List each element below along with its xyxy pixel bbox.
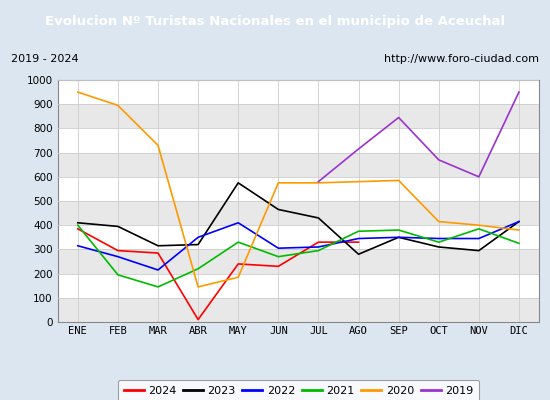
Bar bbox=[58, 153, 539, 177]
Text: http://www.foro-ciudad.com: http://www.foro-ciudad.com bbox=[384, 54, 539, 64]
Text: 2019 - 2024: 2019 - 2024 bbox=[11, 54, 79, 64]
Bar bbox=[58, 225, 539, 250]
Bar bbox=[58, 201, 539, 225]
Bar bbox=[58, 298, 539, 322]
Bar bbox=[58, 128, 539, 152]
Bar bbox=[58, 274, 539, 298]
Text: Evolucion Nº Turistas Nacionales en el municipio de Aceuchal: Evolucion Nº Turistas Nacionales en el m… bbox=[45, 14, 505, 28]
Legend: 2024, 2023, 2022, 2021, 2020, 2019: 2024, 2023, 2022, 2021, 2020, 2019 bbox=[118, 380, 479, 400]
Bar bbox=[58, 80, 539, 104]
Bar bbox=[58, 177, 539, 201]
Bar bbox=[58, 104, 539, 128]
Bar bbox=[58, 250, 539, 274]
